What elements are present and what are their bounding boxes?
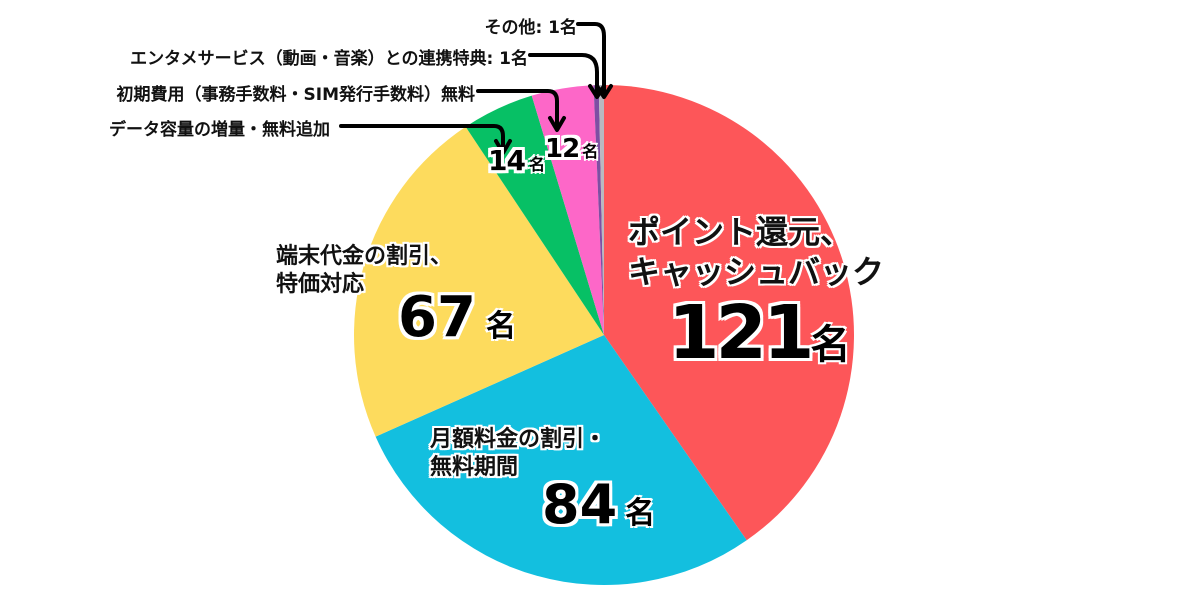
callout-data: データ容量の増量・無料追加 bbox=[109, 120, 330, 140]
pie-slice bbox=[598, 85, 604, 335]
arrow-initial bbox=[476, 89, 559, 129]
pie-slice bbox=[465, 95, 604, 335]
pie-slice bbox=[593, 85, 604, 335]
slice-value-initial: 12 名 bbox=[545, 134, 599, 164]
slice-name-points: ポイント還元、 キャッシュバック bbox=[628, 213, 885, 291]
arrow-entertainment bbox=[528, 53, 599, 97]
pie-slice bbox=[531, 85, 604, 335]
pie-slices bbox=[354, 85, 854, 585]
slice-value-monthly: 84 名 bbox=[542, 473, 656, 536]
slice-label-monthly: 月額料金の割引・ 無料期間 bbox=[430, 427, 607, 480]
pie-slice bbox=[604, 85, 854, 541]
slice-value-points: 121名 bbox=[668, 290, 851, 376]
pie-slice bbox=[375, 335, 747, 585]
callout-entertainment: エンタメサービス（動画・音楽）との連携特典: 1名 bbox=[130, 49, 528, 69]
slice-label-device: 端末代金の割引、 特価対応 bbox=[276, 244, 453, 297]
arrow-other bbox=[576, 22, 606, 97]
callout-arrows bbox=[339, 22, 613, 155]
arrow-data bbox=[339, 124, 505, 152]
pie-slice bbox=[354, 126, 604, 437]
slice-value-data: 14 名 bbox=[488, 144, 545, 177]
slice-label-points: ポイント還元、 キャッシュバック 121名 bbox=[628, 212, 884, 370]
callout-initial: 初期費用（事務手数料・SIM発行手数料）無料 bbox=[116, 85, 476, 105]
slice-value-device: 67 名 bbox=[398, 285, 516, 350]
callout-other: その他: 1名 bbox=[484, 18, 577, 38]
